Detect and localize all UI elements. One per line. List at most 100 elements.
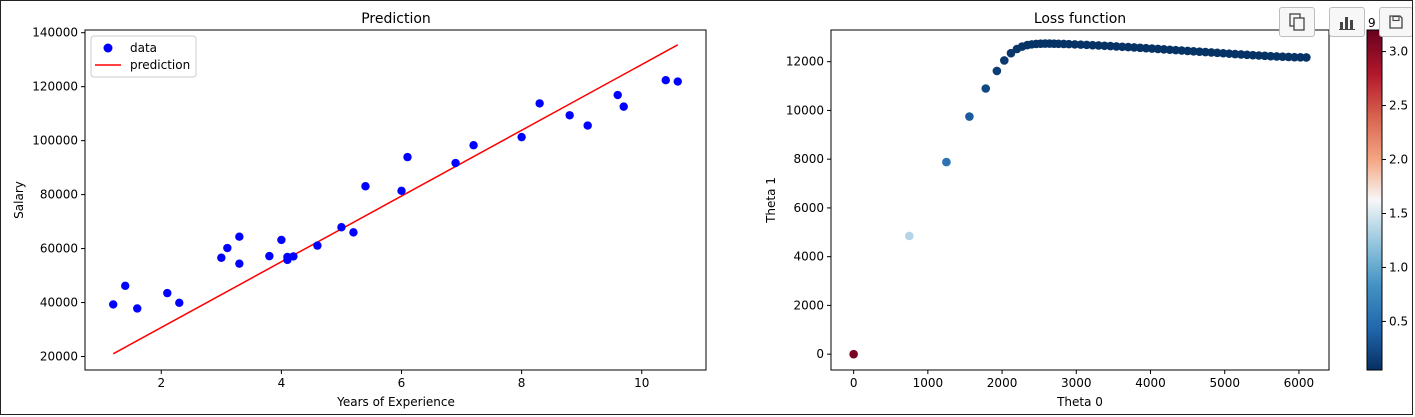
axes-frame — [830, 29, 1330, 371]
x-tick-label: 8 — [518, 376, 526, 390]
colorbar-ticks: 0.5 1.0 1.5 2.0 2.5 3.0 — [1382, 45, 1408, 328]
data-point — [469, 141, 478, 150]
data-point — [517, 132, 526, 142]
data-point — [121, 281, 130, 291]
data-point — [361, 182, 370, 191]
loss-point — [965, 112, 974, 121]
data-point — [277, 235, 286, 245]
x-tick-label: 1000 — [913, 376, 944, 390]
colorbar: 0.5 1.0 1.5 2.0 2.5 3.0 9 — [1366, 16, 1408, 371]
plot-area — [109, 44, 682, 355]
x-tick-label: 4 — [278, 376, 286, 390]
data-point — [235, 232, 244, 241]
y-tick-label: 2000 — [793, 298, 824, 312]
y-axis-label: Theta 1 — [764, 177, 778, 224]
save-button[interactable] — [1379, 7, 1412, 37]
y-tick-label: 4000 — [793, 250, 824, 264]
y-axis-label: Salary — [12, 181, 26, 219]
x-tick-label: 10 — [634, 376, 649, 390]
copy-icon — [1289, 13, 1305, 31]
prediction-axes: Prediction 2 4 6 8 10 20000 40000 60000 80000 10… — [12, 11, 707, 409]
data-point — [565, 111, 574, 120]
colorbar-partial-label: 9 — [1368, 16, 1376, 30]
colorbar-gradient — [1366, 29, 1383, 371]
x-ticks: 2 4 6 8 10 — [157, 370, 649, 390]
y-tick-label: 8000 — [793, 152, 824, 166]
chart-button[interactable] — [1329, 7, 1365, 37]
y-tick-label: 6000 — [793, 201, 824, 215]
data-point — [337, 223, 346, 232]
data-point — [451, 158, 460, 168]
y-tick-label: 0 — [816, 347, 824, 361]
loss-point — [999, 56, 1009, 65]
data-point — [397, 186, 406, 196]
data-point — [175, 298, 184, 308]
colorbar-tick-label: 1.0 — [1389, 260, 1408, 274]
x-tick-label: 6000 — [1284, 376, 1315, 390]
y-tick-label: 120000 — [32, 80, 78, 94]
x-tick-label: 4000 — [1135, 376, 1166, 390]
data-point — [133, 304, 142, 313]
y-tick-label: 140000 — [32, 26, 78, 40]
data-point — [109, 300, 118, 309]
data-point — [223, 243, 232, 253]
x-tick-label: 5000 — [1209, 376, 1240, 390]
loss-point — [904, 231, 914, 241]
data-point — [535, 99, 544, 108]
data-point — [583, 121, 592, 130]
save-icon — [1389, 15, 1403, 29]
colorbar-tick-label: 0.5 — [1389, 314, 1408, 328]
loss-axes: Loss function 0 1000 2000 3000 4000 5000 6000 … — [764, 11, 1330, 409]
y-tick-label: 60000 — [40, 242, 78, 256]
data-point — [613, 90, 622, 100]
data-point — [349, 228, 358, 237]
data-point — [265, 251, 274, 261]
colorbar-tick-label: 3.0 — [1389, 45, 1408, 59]
x-ticks: 0 1000 2000 3000 4000 5000 6000 — [850, 370, 1314, 390]
loss-point — [942, 157, 951, 167]
loss-point — [981, 84, 991, 93]
x-axis-label: Years of Experience — [336, 395, 455, 409]
data-point — [313, 241, 322, 250]
copy-button[interactable] — [1279, 7, 1315, 37]
loss-point — [849, 349, 858, 359]
bar-chart-icon — [1339, 17, 1355, 30]
y-tick-label: 10000 — [786, 103, 824, 117]
data-point — [163, 288, 172, 298]
legend: data prediction — [90, 35, 197, 78]
data-point — [289, 252, 298, 261]
axes-frame — [84, 29, 707, 371]
y-ticks: 0 2000 4000 6000 8000 10000 12000 — [786, 55, 831, 361]
legend-marker-data — [103, 43, 113, 53]
colorbar-tick-label: 1.5 — [1389, 206, 1408, 220]
legend-box — [90, 35, 197, 78]
y-tick-label: 40000 — [40, 296, 78, 310]
data-point — [661, 75, 670, 85]
legend-label-prediction: prediction — [130, 58, 190, 72]
x-tick-label: 3000 — [1061, 376, 1092, 390]
data-point — [283, 252, 292, 262]
data-point — [403, 152, 412, 162]
x-tick-label: 2000 — [987, 376, 1018, 390]
data-point — [235, 259, 244, 268]
y-tick-label: 12000 — [786, 55, 824, 69]
x-tick-label: 0 — [850, 376, 858, 390]
plot-area — [849, 39, 1311, 359]
colorbar-tick-label: 2.5 — [1389, 99, 1408, 113]
chart-title: Loss function — [1034, 11, 1126, 27]
data-point — [619, 102, 628, 111]
legend-label-data: data — [130, 41, 157, 55]
prediction-line — [112, 44, 679, 355]
y-tick-label: 80000 — [40, 188, 78, 202]
y-ticks: 20000 40000 60000 80000 100000 120000 140000 — [32, 26, 85, 364]
colorbar-tick-label: 2.0 — [1389, 153, 1408, 167]
y-tick-label: 20000 — [40, 350, 78, 364]
x-tick-label: 6 — [398, 376, 406, 390]
y-tick-label: 100000 — [32, 134, 78, 148]
chart-title: Prediction — [361, 11, 431, 27]
loss-point — [992, 66, 1002, 76]
data-point — [673, 77, 682, 86]
loss-point — [1302, 53, 1311, 62]
